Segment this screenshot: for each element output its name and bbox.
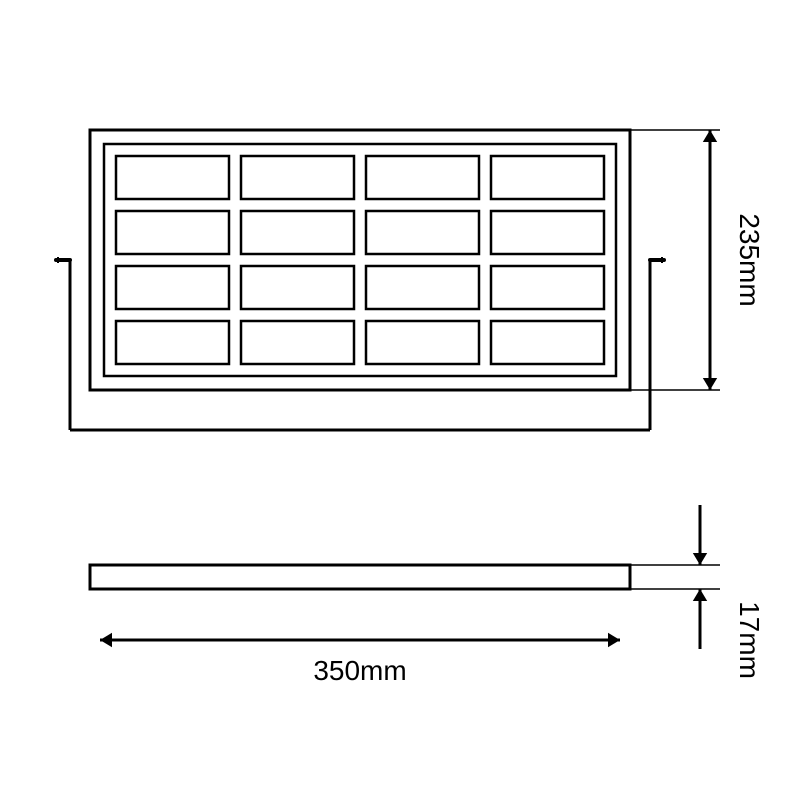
panel-cell [241,211,354,254]
panel-cell [491,266,604,309]
dim-thickness-label: 17mm [734,601,765,679]
panel-cell [241,321,354,364]
panel-cell [366,211,479,254]
panel-cell [116,266,229,309]
panel-cell [116,321,229,364]
panel-cell [366,266,479,309]
panel-cell [491,321,604,364]
panel-cell [116,156,229,199]
front-inner-frame [104,144,616,376]
panel-cell [366,156,479,199]
panel-cell [491,156,604,199]
front-outer-frame [90,130,630,390]
panel-cell [116,211,229,254]
panel-cell [241,156,354,199]
panel-cell [366,321,479,364]
panel-cell [491,211,604,254]
side-view-body [90,565,630,589]
dim-width-label: 350mm [313,655,406,686]
dim-height-label: 235mm [734,213,765,306]
panel-cell [241,266,354,309]
